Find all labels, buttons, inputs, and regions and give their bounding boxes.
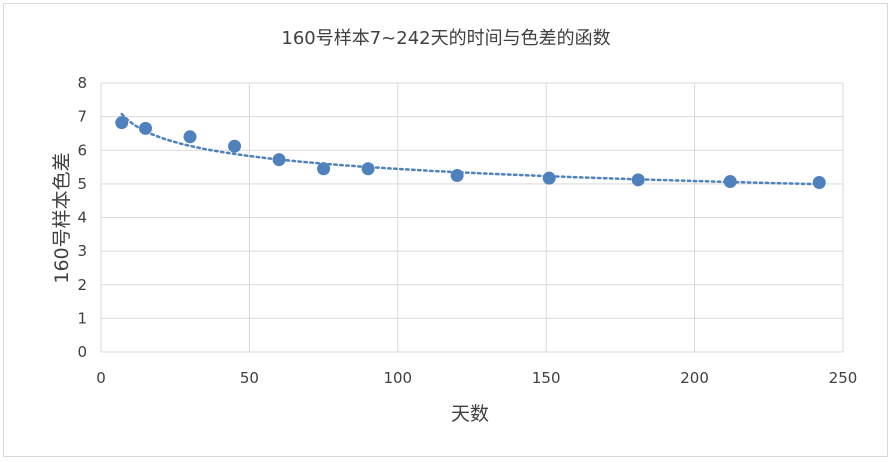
y-tick-label: 4 [77, 209, 87, 227]
trendline [120, 112, 821, 186]
y-tick-labels: 0 1 2 3 4 5 6 7 8 [77, 74, 87, 361]
x-tick-label: 100 [383, 369, 412, 387]
data-point [450, 168, 464, 182]
data-point [139, 121, 153, 135]
chart-title: 160号样本7~242天的时间与色差的函数 [281, 28, 610, 49]
y-tick-label: 3 [77, 242, 87, 260]
y-axis-title: 160号样本色差 [51, 152, 73, 283]
y-tick-label: 2 [77, 276, 87, 294]
data-point [542, 171, 556, 185]
data-point [723, 175, 737, 189]
data-point [361, 162, 375, 176]
x-tick-labels: 0 50 100 150 200 250 [96, 369, 857, 387]
data-point [631, 173, 645, 187]
data-point [115, 116, 129, 130]
data-point [228, 139, 242, 153]
y-tick-label: 0 [77, 343, 87, 361]
data-point [317, 162, 331, 176]
x-tick-label: 200 [680, 369, 709, 387]
gridlines [100, 82, 844, 353]
data-point [812, 176, 826, 190]
y-tick-label: 1 [77, 309, 87, 327]
y-tick-label: 8 [77, 74, 87, 92]
data-point [272, 153, 286, 167]
chart-frame [3, 3, 888, 457]
x-axis-title: 天数 [451, 403, 489, 425]
x-tick-label: 150 [532, 369, 561, 387]
x-tick-label: 0 [96, 369, 106, 387]
y-tick-label: 7 [77, 108, 87, 126]
y-tick-label: 6 [77, 141, 87, 159]
data-points [115, 116, 826, 190]
x-tick-label: 250 [829, 369, 858, 387]
x-tick-label: 50 [240, 369, 259, 387]
data-point [183, 130, 197, 144]
y-tick-label: 5 [77, 175, 87, 193]
